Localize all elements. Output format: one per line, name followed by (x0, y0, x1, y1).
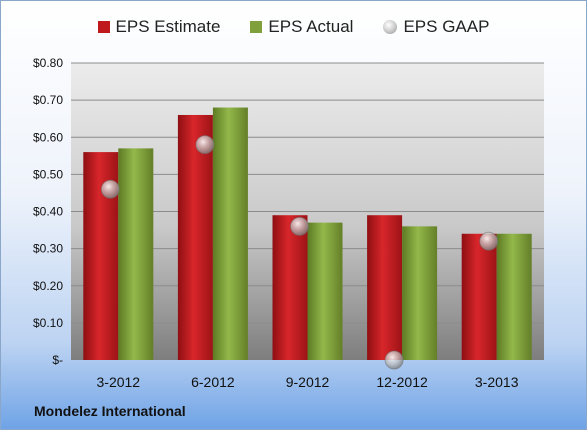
y-tick-label: $0.50 (33, 167, 63, 181)
point-eps-gaap (479, 231, 499, 251)
legend-item-actual: EPS Actual (250, 17, 353, 37)
y-tick-label: $0.10 (33, 316, 63, 330)
x-tick-label: 9-2012 (286, 374, 330, 390)
legend-label-actual: EPS Actual (268, 17, 354, 36)
legend-swatch-actual (250, 21, 263, 33)
bar-eps-estimate (461, 233, 497, 360)
bar-eps-actual (118, 148, 154, 360)
bar-eps-estimate (272, 215, 308, 360)
y-tick-label: $0.80 (33, 56, 63, 70)
y-tick-label: $0.20 (33, 279, 63, 293)
y-tick-label: $0.40 (33, 205, 63, 219)
x-tick-label: 3-2012 (97, 374, 141, 390)
y-tick-label: $0.30 (33, 242, 63, 256)
y-tick-label: $- (52, 353, 63, 367)
point-eps-gaap (384, 350, 404, 370)
point-eps-gaap (100, 179, 120, 199)
bar-eps-actual (402, 226, 438, 360)
company-name: Mondelez International (34, 403, 186, 419)
x-tick-label: 12-2012 (376, 374, 428, 390)
legend-label-gaap: EPS GAAP (403, 17, 490, 36)
bar-eps-estimate (367, 215, 403, 360)
y-tick-label: $0.70 (33, 93, 63, 107)
x-tick-label: 6-2012 (191, 374, 235, 390)
legend-swatch-gaap (383, 20, 398, 34)
legend-label-estimate: EPS Estimate (115, 17, 221, 36)
legend-item-estimate: EPS Estimate (97, 17, 221, 37)
legend-item-gaap: EPS GAAP (383, 17, 489, 37)
y-tick-label: $0.60 (33, 130, 63, 144)
x-tick-label: 3-2013 (475, 374, 519, 390)
point-eps-gaap (195, 135, 215, 155)
bar-eps-actual (212, 107, 248, 360)
bar-eps-actual (307, 222, 343, 360)
legend-swatch-estimate (97, 21, 110, 33)
chart-legend: EPS Estimate EPS Actual EPS GAAP (1, 17, 586, 37)
bar-eps-actual (496, 233, 532, 360)
bar-eps-estimate (177, 114, 213, 360)
point-eps-gaap (290, 216, 309, 236)
